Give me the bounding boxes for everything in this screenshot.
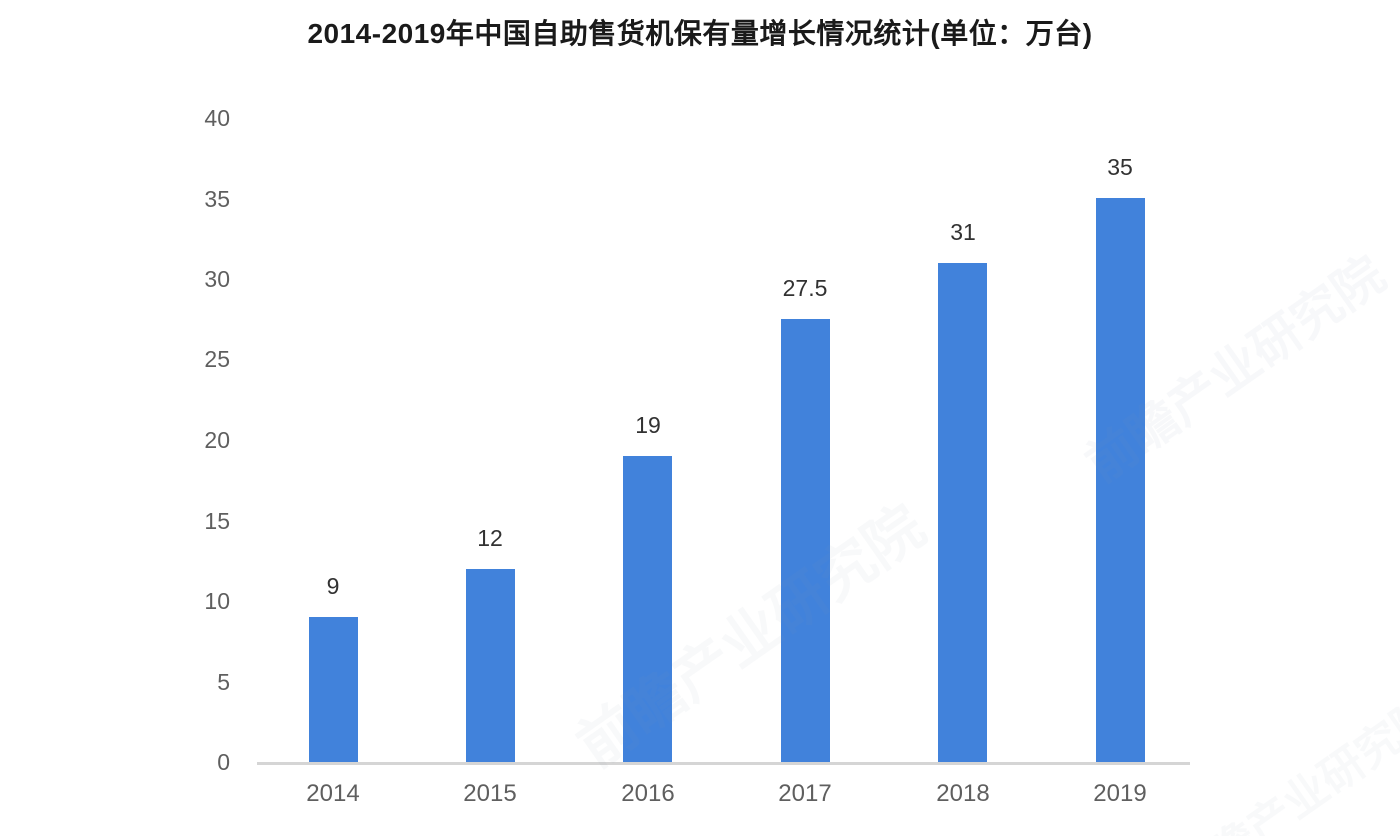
y-tick-label: 5 (217, 669, 230, 695)
watermark-text: 前瞻产业研究院 (566, 493, 937, 780)
chart-title: 2014-2019年中国自助售货机保有量增长情况统计(单位：万台) (307, 18, 1093, 49)
x-tick-label-2015: 2015 (463, 780, 517, 807)
bar-value-label-2015: 12 (477, 525, 503, 551)
x-axis-line (257, 762, 1190, 765)
bar-2018 (938, 263, 987, 762)
bar-2017 (781, 319, 830, 762)
y-tick-label: 20 (204, 427, 230, 453)
bar-2015 (466, 569, 515, 762)
bar-2014 (309, 617, 358, 762)
bar-2019 (1096, 198, 1145, 762)
x-tick-label-2019: 2019 (1093, 780, 1147, 807)
bar-value-label-2016: 19 (635, 412, 661, 438)
bar-value-label-2014: 9 (326, 573, 340, 599)
bar-value-label-2018: 31 (950, 219, 976, 245)
x-tick-label-2017: 2017 (778, 780, 832, 807)
y-tick-label: 0 (217, 749, 230, 775)
bar-2016 (623, 456, 672, 762)
y-tick-label: 40 (204, 105, 230, 131)
watermark-text: 前瞻产业研究院 (1166, 687, 1400, 836)
y-tick-label: 15 (204, 508, 230, 534)
y-tick-label: 25 (204, 346, 230, 372)
x-tick-label-2016: 2016 (621, 780, 675, 807)
y-tick-label: 10 (204, 588, 230, 614)
y-tick-label: 35 (204, 186, 230, 212)
x-tick-label-2018: 2018 (936, 780, 990, 807)
bar-value-label-2017: 27.5 (782, 275, 828, 301)
bar-value-label-2019: 35 (1107, 154, 1133, 180)
y-tick-label: 30 (204, 266, 230, 292)
x-tick-label-2014: 2014 (306, 780, 360, 807)
